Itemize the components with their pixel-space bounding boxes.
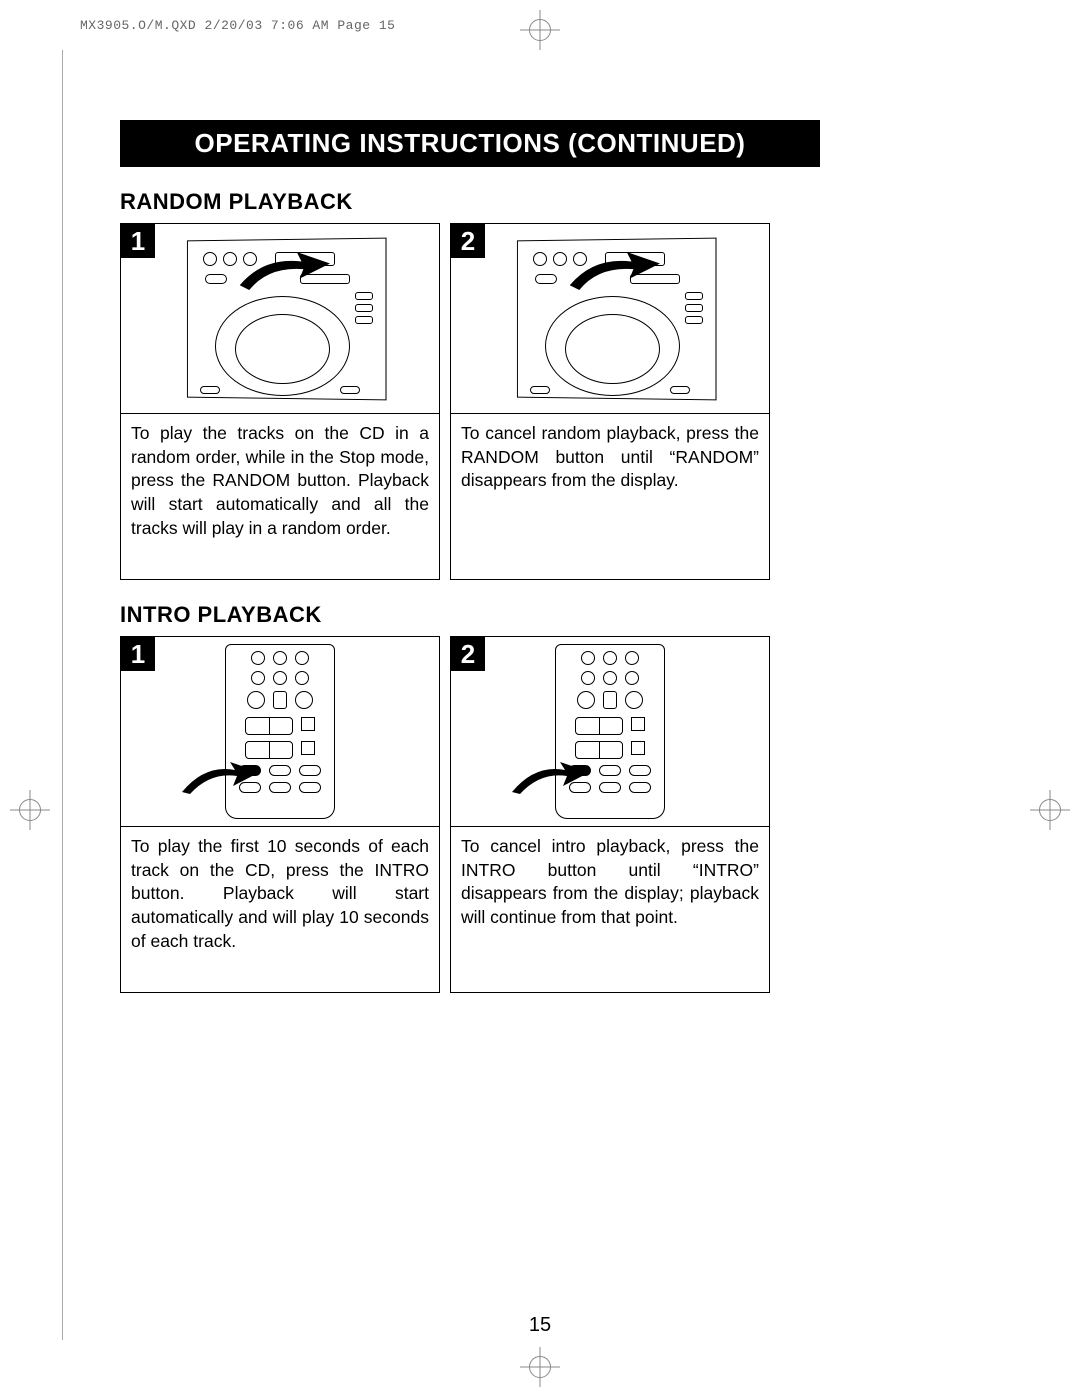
pointer-arrow-icon [565, 252, 660, 292]
step-box: 2 [450, 223, 770, 580]
step-illustration-remote [451, 637, 769, 827]
step-box: 1 [120, 223, 440, 580]
random-playback-steps: 1 [120, 223, 820, 580]
section-heading-random: RANDOM PLAYBACK [120, 189, 820, 215]
step-number: 2 [451, 637, 485, 671]
step-text: To play the tracks on the CD in a random… [121, 414, 439, 579]
crop-mark-right [1030, 790, 1070, 830]
intro-playback-steps: 1 To play the [120, 636, 820, 993]
page-title: OPERATING INSTRUCTIONS (CONTINUED) [120, 120, 820, 167]
page-content: OPERATING INSTRUCTIONS (CONTINUED) RANDO… [120, 120, 820, 993]
crop-mark-top [520, 10, 560, 50]
pointer-arrow-icon [510, 762, 590, 797]
crop-mark-bottom [520, 1347, 560, 1387]
step-number: 2 [451, 224, 485, 258]
file-meta-header: MX3905.O/M.QXD 2/20/03 7:06 AM Page 15 [80, 18, 395, 33]
step-number: 1 [121, 224, 155, 258]
step-text: To play the first 10 seconds of each tra… [121, 827, 439, 992]
page-number: 15 [529, 1314, 551, 1337]
step-illustration-cdplayer [121, 224, 439, 414]
step-illustration-remote [121, 637, 439, 827]
step-text: To cancel random playback, press the RAN… [451, 414, 769, 579]
step-illustration-cdplayer [451, 224, 769, 414]
pointer-arrow-icon [235, 252, 330, 292]
step-box: 1 To play the [120, 636, 440, 993]
crop-mark-left [10, 790, 50, 830]
step-text: To cancel intro playback, press the INTR… [451, 827, 769, 992]
pointer-arrow-icon [180, 762, 260, 797]
step-box: 2 To cancel in [450, 636, 770, 993]
step-number: 1 [121, 637, 155, 671]
section-heading-intro: INTRO PLAYBACK [120, 602, 820, 628]
